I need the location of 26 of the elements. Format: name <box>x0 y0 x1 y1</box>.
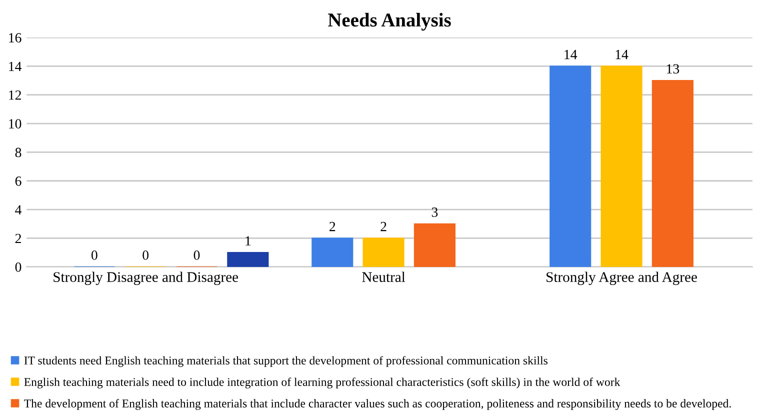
y-tick-label: 6 <box>15 176 22 186</box>
x-tick-label: Strongly Disagree and Disagree <box>54 272 238 286</box>
data-label: 2 <box>330 222 336 232</box>
legend-label: English teaching materials need to include integration of learning professional characteristics (soft skills) in the world of work <box>24 378 620 388</box>
x-tick-label: Strongly Agree and Agree <box>546 272 697 286</box>
y-tick-label: 0 <box>15 262 22 272</box>
y-tick-label: 10 <box>9 119 22 128</box>
data-label: 2 <box>380 222 386 232</box>
legend-label: IT students need English teaching materials that support the development of professional communication skills <box>24 356 548 367</box>
y-tick-label: 14 <box>9 62 22 72</box>
x-tick-label: Neutral <box>362 272 406 282</box>
chart-title: Needs Analysis <box>328 12 451 31</box>
data-label: 14 <box>616 50 628 60</box>
data-label: 13 <box>666 64 680 74</box>
y-tick-label: 4 <box>15 205 22 214</box>
y-tick-label: 2 <box>15 234 21 244</box>
data-label: 0 <box>91 250 98 260</box>
data-label: 1 <box>246 236 251 246</box>
data-label: 0 <box>194 250 200 260</box>
legend-label: The development of English teaching materials that include character values such as cooperation, politeness and responsibility needs to be developed. <box>24 399 731 410</box>
y-tick-label: 16 <box>9 33 22 42</box>
data-label: 14 <box>564 50 578 60</box>
y-tick-label: 8 <box>15 148 22 158</box>
y-tick-label: 12 <box>9 90 21 100</box>
data-label: 3 <box>432 208 438 217</box>
data-label: 0 <box>142 250 149 260</box>
